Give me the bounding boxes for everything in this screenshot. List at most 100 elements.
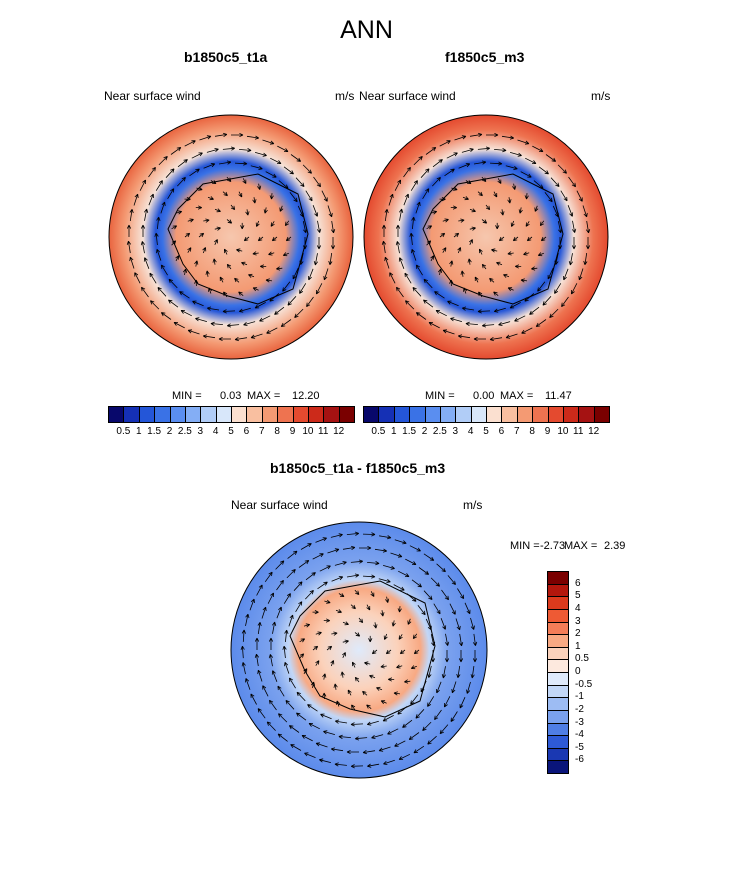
wind-vector xyxy=(391,620,396,627)
diff-min-label: MIN = xyxy=(510,540,540,552)
colorbar-tick-label: 12 xyxy=(333,426,345,437)
wind-vector xyxy=(240,222,245,230)
wind-vector xyxy=(473,336,486,342)
wind-vector xyxy=(202,334,216,339)
wind-vector xyxy=(425,618,432,631)
wind-vector xyxy=(245,209,250,216)
colorbar-box xyxy=(532,406,549,423)
colorbar-box xyxy=(292,406,309,423)
wind-vector xyxy=(223,291,228,298)
wind-vector xyxy=(280,319,292,327)
wind-vector xyxy=(226,323,240,328)
wind-vector xyxy=(214,132,228,138)
wind-vector xyxy=(550,177,560,187)
wind-vector xyxy=(249,598,255,611)
colorbar-tick-label: 2 xyxy=(166,426,173,437)
wind-vector xyxy=(331,631,338,636)
wind-vector xyxy=(191,152,203,159)
wind-vector xyxy=(380,700,387,705)
wind-vector xyxy=(283,593,291,604)
wind-vector xyxy=(354,676,360,683)
wind-vector xyxy=(444,633,450,646)
wind-vector xyxy=(317,581,328,590)
colorbar-tick-label: 5 xyxy=(483,426,489,437)
wind-vector xyxy=(411,216,416,230)
wind-vector xyxy=(398,634,403,640)
colorbar-tick-label: 10 xyxy=(557,426,569,437)
wind-vector xyxy=(140,224,146,237)
wind-vector xyxy=(422,188,430,200)
wind-vector xyxy=(338,593,345,597)
wind-vector xyxy=(292,267,299,280)
wind-vector xyxy=(544,191,553,203)
wind-vector xyxy=(257,708,266,719)
wind-vector xyxy=(470,666,475,679)
wind-vector xyxy=(395,224,401,237)
colorbar-tick-label: 1 xyxy=(135,426,142,437)
colorbar-tick-label: 3 xyxy=(575,615,581,627)
wind-vector xyxy=(498,236,505,242)
wind-vector xyxy=(469,226,476,231)
wind-vector xyxy=(347,689,352,696)
panel-1-colorbar-ticks: 0.5 1 1.5 2 2.5 3 4 5 6 7 8 9 10 11 12 xyxy=(108,426,354,440)
colorbar-tick-label: -1 xyxy=(575,691,584,703)
wind-vector xyxy=(342,621,349,626)
wind-vector xyxy=(520,171,532,178)
diff-max-value: 2.39 xyxy=(604,540,626,552)
wind-vector xyxy=(451,186,458,191)
colorbar-box xyxy=(184,406,202,423)
wind-vector xyxy=(446,152,458,159)
colorbar-box xyxy=(455,406,472,423)
colorbar-tick-label: 8 xyxy=(529,426,535,437)
wind-vector xyxy=(469,239,473,245)
panel-2-colorbar-ticks: 0.5 1 1.5 2 2.5 3 4 5 6 7 8 9 10 11 12 xyxy=(363,426,609,440)
colorbar-box xyxy=(547,709,569,724)
wind-vector xyxy=(439,197,446,202)
wind-vector xyxy=(129,208,134,222)
wind-vector xyxy=(342,545,356,551)
wind-vector xyxy=(139,179,146,191)
wind-vector xyxy=(489,277,495,283)
wind-vector xyxy=(257,183,262,190)
wind-vector xyxy=(370,591,375,597)
wind-vector xyxy=(463,287,468,294)
wind-vector xyxy=(416,264,423,276)
wind-vector xyxy=(226,263,232,270)
wind-vector xyxy=(156,249,162,261)
wind-vector xyxy=(557,221,563,234)
wind-vector xyxy=(449,260,454,267)
wind-vector xyxy=(160,312,172,320)
colorbar-box xyxy=(277,406,294,423)
colorbar-tick-label: 11 xyxy=(573,426,584,437)
wind-vector xyxy=(265,171,277,178)
wind-vector xyxy=(439,232,446,238)
wind-vector xyxy=(430,210,438,215)
wind-vector xyxy=(187,329,200,335)
wind-vector xyxy=(320,713,332,720)
wind-vector xyxy=(194,260,199,267)
colorbar-tick-label: 3 xyxy=(197,426,204,437)
wind-vector xyxy=(439,724,449,735)
wind-vector xyxy=(279,205,284,212)
wind-vector xyxy=(390,552,403,558)
wind-vector xyxy=(222,146,236,151)
wind-vector xyxy=(266,721,276,731)
colorbar-tick-label: 3 xyxy=(452,426,459,437)
wind-vector xyxy=(305,190,313,202)
wind-vector xyxy=(367,561,380,566)
colorbar-box xyxy=(547,672,569,686)
wind-vector xyxy=(342,652,346,658)
wind-vector xyxy=(373,622,378,629)
wind-vector xyxy=(444,168,455,177)
wind-vector xyxy=(432,159,443,168)
wind-vector xyxy=(552,205,559,218)
wind-vector xyxy=(436,681,442,694)
wind-vector xyxy=(464,602,471,615)
wind-vector xyxy=(413,156,423,166)
diff-panel-units-label: m/s xyxy=(463,498,483,512)
wind-vector xyxy=(214,208,221,213)
wind-vector xyxy=(257,621,262,635)
wind-vector xyxy=(444,650,450,663)
wind-vector xyxy=(362,749,376,755)
colorbar-tick-label: 4 xyxy=(467,426,474,437)
